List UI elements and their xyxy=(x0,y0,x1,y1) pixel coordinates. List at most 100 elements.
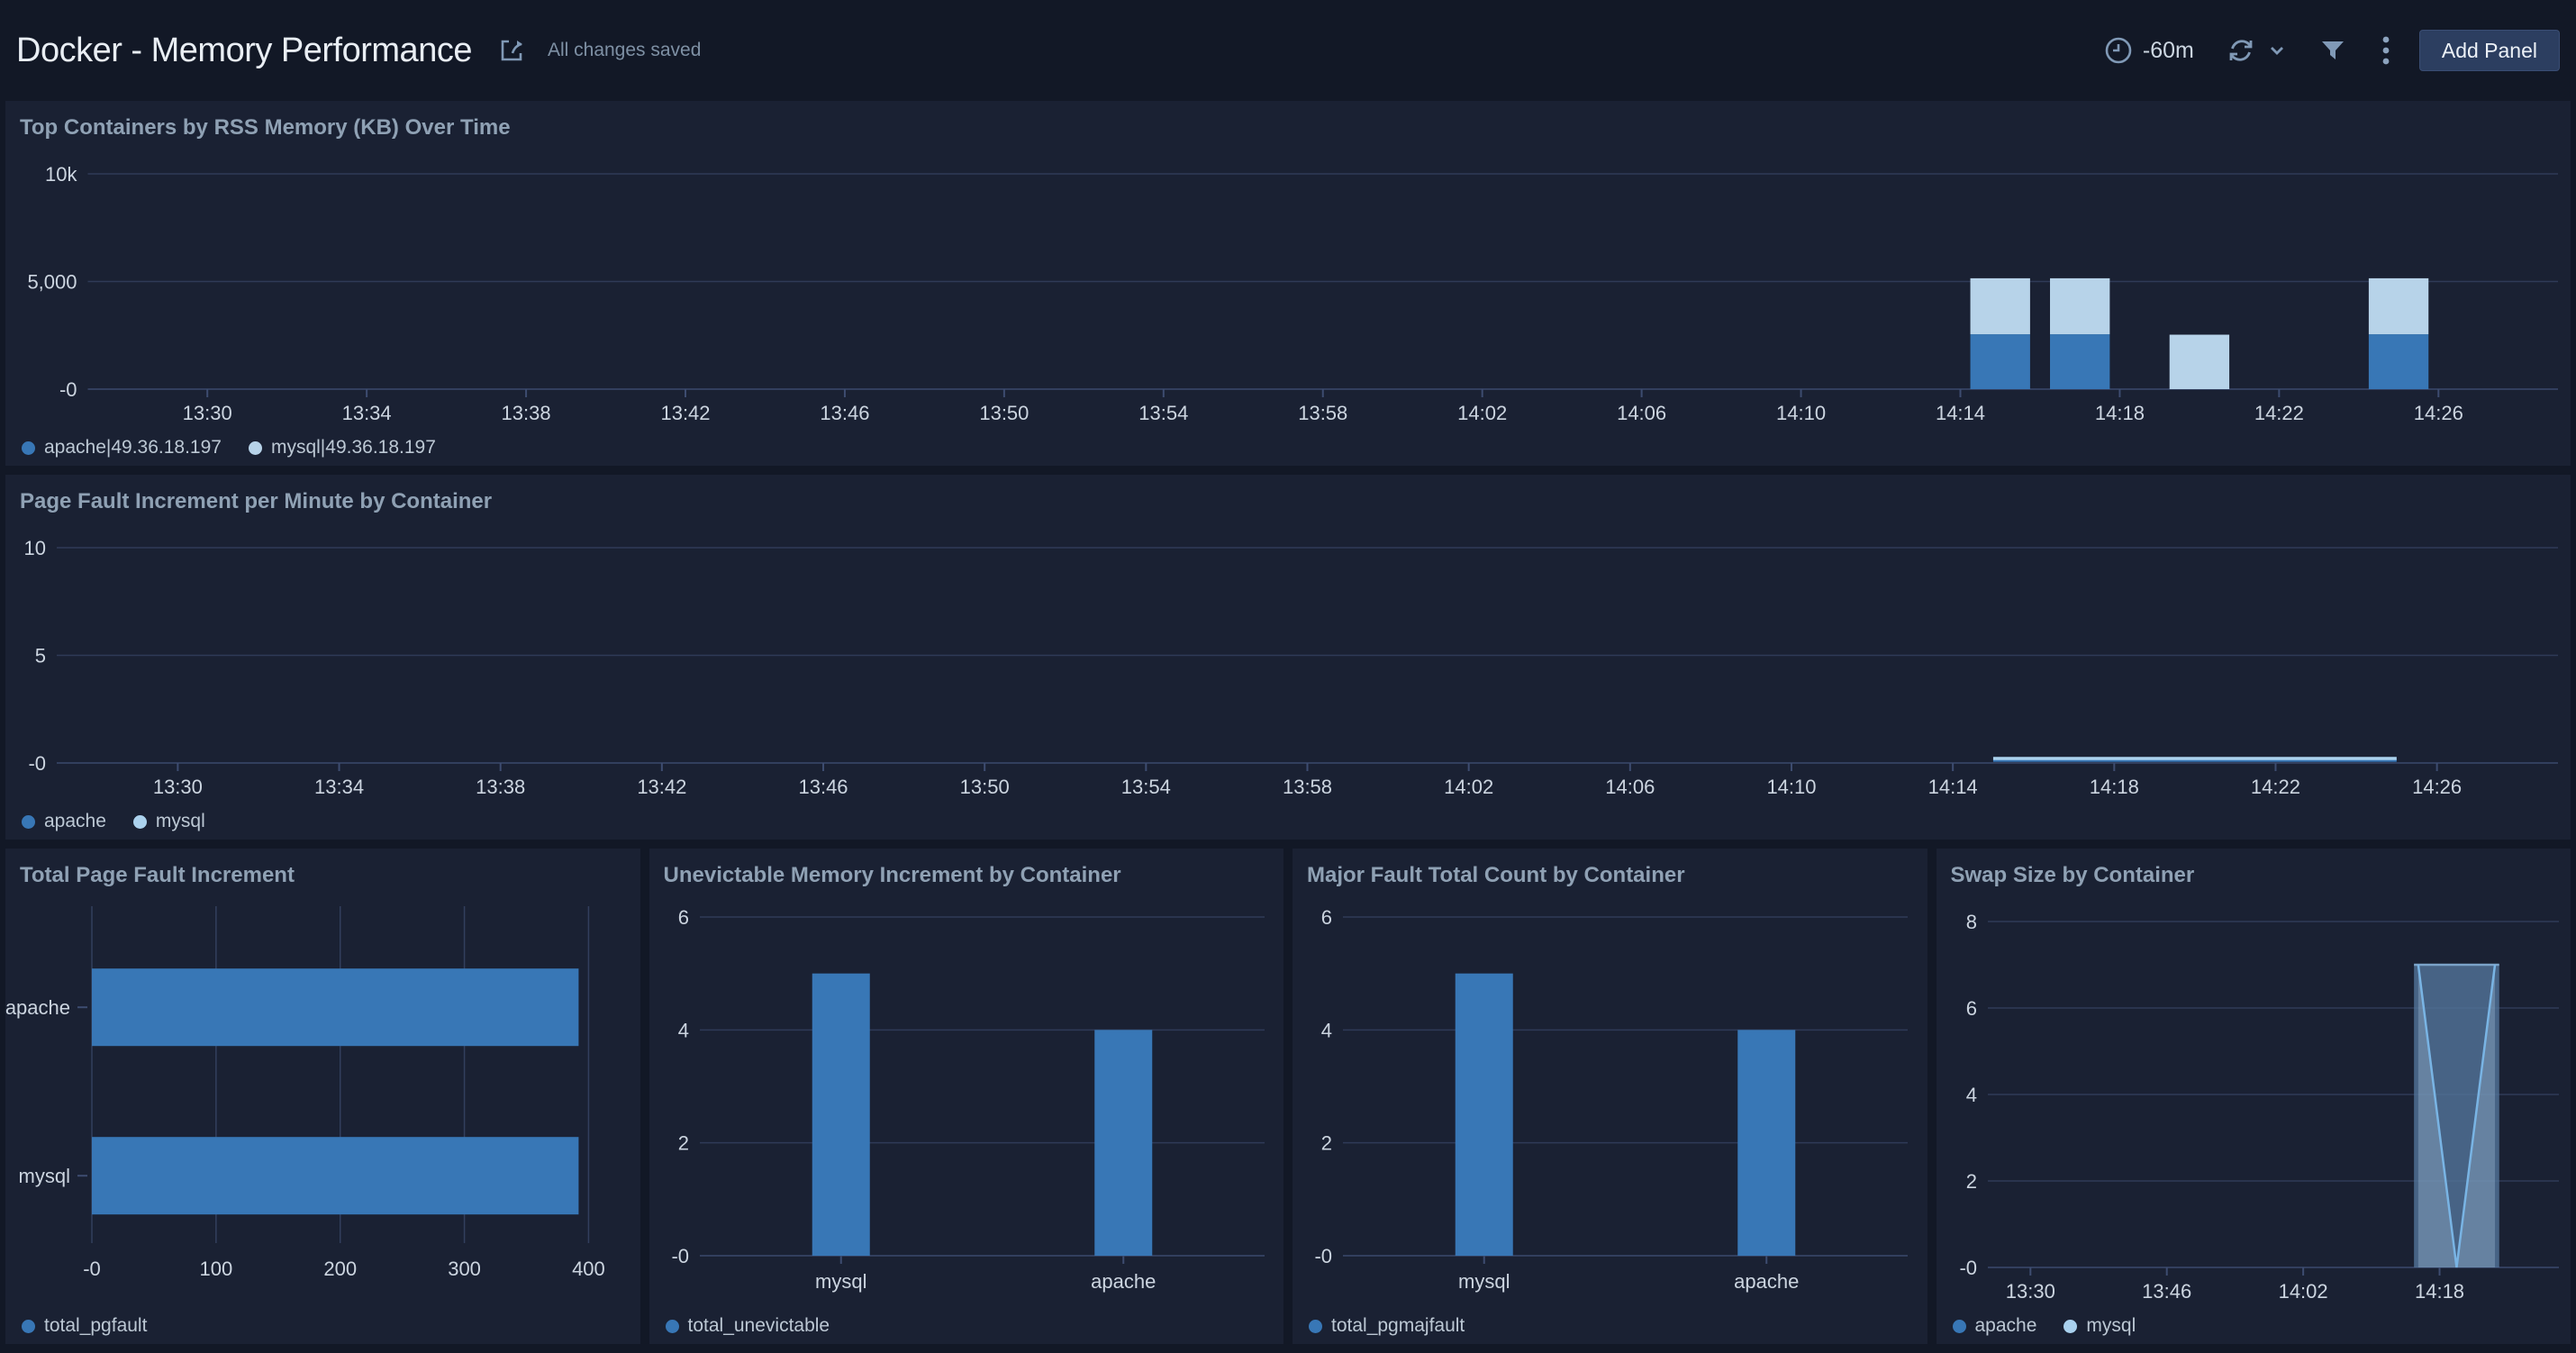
svg-text:13:58: 13:58 xyxy=(1283,776,1332,798)
svg-text:13:46: 13:46 xyxy=(798,776,848,798)
legend-label: mysql xyxy=(2086,1315,2136,1336)
legend-item[interactable]: mysql xyxy=(132,811,205,832)
legend-label: mysql xyxy=(155,811,205,831)
svg-text:14:02: 14:02 xyxy=(2278,1280,2327,1303)
legend-item[interactable]: mysql|49.36.18.197 xyxy=(248,437,436,459)
svg-text:13:34: 13:34 xyxy=(342,402,392,424)
svg-text:14:18: 14:18 xyxy=(2414,1280,2463,1303)
refresh-control[interactable] xyxy=(2225,34,2288,67)
svg-text:13:54: 13:54 xyxy=(1138,402,1188,424)
svg-text:8: 8 xyxy=(1965,911,1976,933)
time-range-control[interactable]: -60m xyxy=(2103,35,2194,66)
swap-size-chart[interactable]: 8 6 4 2 -0 13:30 13:46 14:02 14:18 xyxy=(1937,890,2571,1308)
bottom-panel-row: Total Page Fault Increment -0 100 200 300 40… xyxy=(5,849,2571,1344)
svg-text:400: 400 xyxy=(572,1258,605,1280)
clock-icon xyxy=(2105,37,2132,64)
kebab-icon xyxy=(2382,36,2390,65)
legend-label: apache xyxy=(1974,1315,2037,1336)
svg-text:200: 200 xyxy=(323,1258,357,1280)
panel-title-major-fault: Major Fault Total Count by Container xyxy=(1307,863,1685,887)
svg-text:13:30: 13:30 xyxy=(2005,1280,2054,1303)
share-button[interactable] xyxy=(495,34,528,67)
share-icon xyxy=(501,40,522,61)
dashboard-title: Docker - Memory Performance xyxy=(16,31,472,69)
svg-text:13:38: 13:38 xyxy=(502,402,551,424)
svg-text:-0: -0 xyxy=(83,1258,101,1280)
legend-label: total_unevictable xyxy=(687,1315,830,1336)
svg-text:13:54: 13:54 xyxy=(1121,776,1171,798)
legend-item[interactable]: total_pgmajfault xyxy=(1309,1315,1465,1337)
panel-total-page-fault: Total Page Fault Increment -0 100 200 300 40… xyxy=(5,849,640,1344)
svg-text:-0: -0 xyxy=(1959,1257,1977,1279)
svg-text:14:18: 14:18 xyxy=(2095,402,2145,424)
legend-swatch xyxy=(1952,1319,1966,1333)
legend-label: total_pgmajfault xyxy=(1331,1315,1465,1336)
svg-text:13:30: 13:30 xyxy=(183,402,232,424)
svg-text:14:02: 14:02 xyxy=(1444,776,1493,798)
legend-item[interactable]: apache xyxy=(1952,1315,2037,1337)
svg-text:4: 4 xyxy=(1321,1019,1332,1041)
time-range-value: -60m xyxy=(2142,37,2194,63)
dashboard-header: Docker - Memory Performance All changes … xyxy=(0,0,2576,101)
more-options-button[interactable] xyxy=(2380,32,2392,68)
page-fault-legend: apache mysql xyxy=(5,804,2571,840)
legend-swatch xyxy=(665,1319,679,1333)
legend-item[interactable]: total_unevictable xyxy=(665,1315,830,1337)
svg-text:-0: -0 xyxy=(671,1245,689,1267)
legend-label: mysql|49.36.18.197 xyxy=(270,437,436,458)
svg-text:5,000: 5,000 xyxy=(27,271,77,294)
svg-text:100: 100 xyxy=(199,1258,232,1280)
add-panel-button[interactable]: Add Panel xyxy=(2418,30,2560,71)
svg-text:14:26: 14:26 xyxy=(2414,402,2463,424)
legend-swatch xyxy=(2064,1319,2078,1333)
svg-text:300: 300 xyxy=(448,1258,481,1280)
svg-text:-0: -0 xyxy=(1314,1245,1332,1267)
svg-text:14:14: 14:14 xyxy=(1928,776,1978,798)
page-fault-chart[interactable]: 10 5 -0 13:30 13:34 13:38 13:42 13:46 13:50 13:54… xyxy=(5,516,2571,804)
major-fault-chart[interactable]: 6 4 2 -0 mysql apache xyxy=(1293,890,1927,1308)
rss-memory-chart[interactable]: 10k 5,000 -0 13:30 13:34 13:38 13:42 13:46 13:50… xyxy=(5,142,2571,430)
svg-text:mysql: mysql xyxy=(815,1270,866,1293)
legend-label: apache|49.36.18.197 xyxy=(44,437,222,458)
panel-title-rss-memory: Top Containers by RSS Memory (KB) Over T… xyxy=(20,115,511,140)
legend-swatch xyxy=(248,440,262,455)
panel-unevictable-memory: Unevictable Memory Increment by Containe… xyxy=(649,849,1284,1344)
svg-text:14:02: 14:02 xyxy=(1457,402,1507,424)
svg-text:-0: -0 xyxy=(59,378,77,401)
panel-title-swap-size: Swap Size by Container xyxy=(1950,863,2195,887)
svg-text:apache: apache xyxy=(5,996,70,1019)
svg-text:5: 5 xyxy=(35,645,46,667)
panel-page-fault-per-minute: Page Fault Increment per Minute by Conta… xyxy=(5,475,2571,840)
svg-text:14:10: 14:10 xyxy=(1776,402,1826,424)
total-page-fault-legend: total_pgfault xyxy=(5,1308,640,1344)
panel-title-page-fault: Page Fault Increment per Minute by Conta… xyxy=(20,489,493,513)
unevictable-memory-chart[interactable]: 6 4 2 -0 mysql apache xyxy=(649,890,1284,1308)
svg-text:13:50: 13:50 xyxy=(960,776,1010,798)
chevron-down-icon xyxy=(2270,47,2283,55)
svg-text:mysql: mysql xyxy=(1458,1270,1510,1293)
refresh-icon xyxy=(2229,40,2253,61)
major-fault-legend: total_pgmajfault xyxy=(1293,1308,1927,1344)
svg-text:13:58: 13:58 xyxy=(1298,402,1347,424)
svg-text:14:14: 14:14 xyxy=(1936,402,1985,424)
legend-item[interactable]: apache|49.36.18.197 xyxy=(22,437,222,459)
svg-text:2: 2 xyxy=(1321,1132,1332,1155)
rss-memory-legend: apache|49.36.18.197 mysql|49.36.18.197 xyxy=(5,430,2571,466)
legend-label: apache xyxy=(44,811,106,831)
panel-swap-size: Swap Size by Container 8 6 4 2 -0 13:30 13:46 1… xyxy=(1936,849,2571,1344)
panel-major-fault: Major Fault Total Count by Container 6 4 2… xyxy=(1293,849,1927,1344)
filter-icon xyxy=(2321,41,2344,59)
legend-item[interactable]: apache xyxy=(22,811,106,832)
legend-swatch xyxy=(22,814,35,829)
svg-text:mysql: mysql xyxy=(19,1165,70,1187)
legend-item[interactable]: mysql xyxy=(2064,1315,2136,1337)
panel-title-total-page-fault: Total Page Fault Increment xyxy=(20,863,295,887)
filter-button[interactable] xyxy=(2318,36,2347,65)
svg-text:13:50: 13:50 xyxy=(979,402,1029,424)
total-page-fault-chart[interactable]: -0 100 200 300 400 apache mysql xyxy=(5,890,640,1308)
swap-size-legend: apache mysql xyxy=(1937,1308,2571,1344)
svg-text:apache: apache xyxy=(1091,1270,1156,1293)
svg-text:13:42: 13:42 xyxy=(637,776,686,798)
svg-text:13:34: 13:34 xyxy=(314,776,364,798)
legend-item[interactable]: total_pgfault xyxy=(22,1315,147,1337)
